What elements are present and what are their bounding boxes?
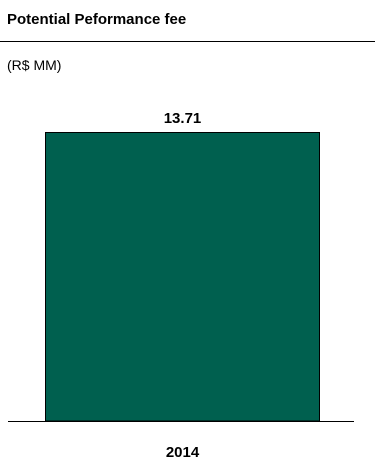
title-divider <box>0 41 375 42</box>
chart-title: Potential Peformance fee <box>7 11 187 28</box>
data-label-2014: 13.71 <box>164 110 202 127</box>
x-tick-label-2014: 2014 <box>166 444 200 459</box>
unit-label: (R$ MM) <box>7 57 62 73</box>
bar-2014 <box>45 132 320 422</box>
